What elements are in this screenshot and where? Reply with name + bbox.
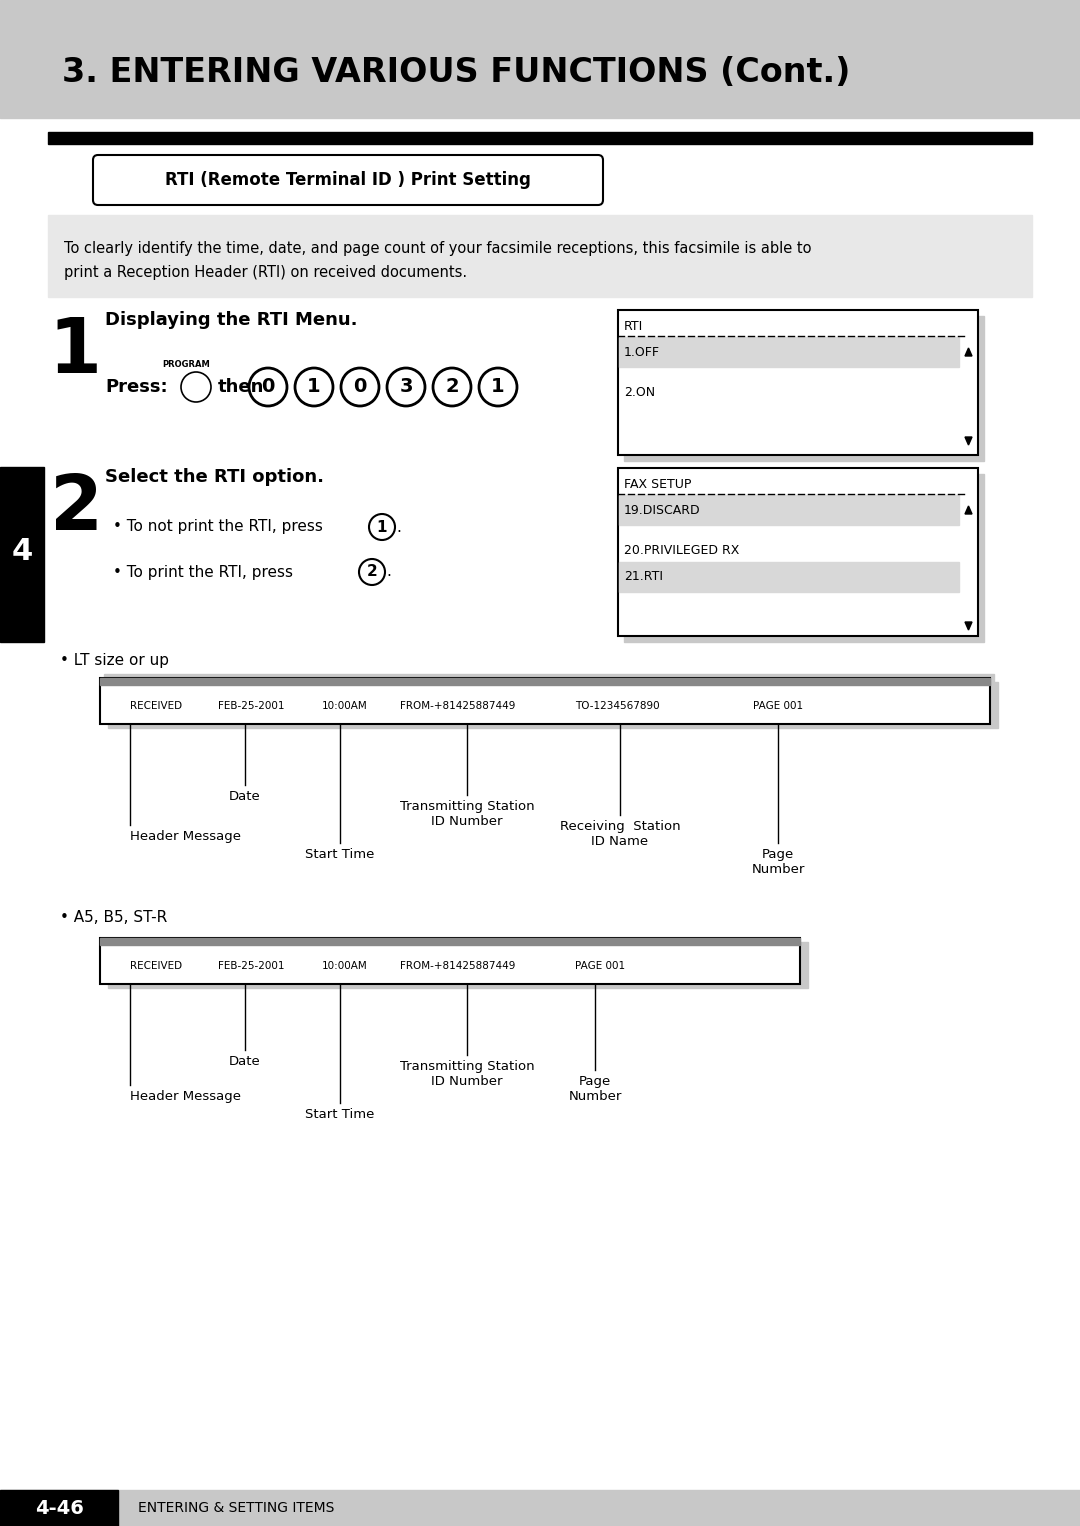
Text: Date: Date bbox=[229, 1054, 261, 1068]
Bar bbox=[624, 475, 984, 642]
Text: RECEIVED: RECEIVED bbox=[130, 700, 183, 711]
Bar bbox=[624, 316, 984, 461]
Bar bbox=[108, 942, 808, 987]
Text: PROGRAM: PROGRAM bbox=[162, 360, 210, 369]
Bar bbox=[48, 133, 1032, 143]
Bar bbox=[100, 938, 800, 984]
Text: 19.DISCARD: 19.DISCARD bbox=[624, 504, 701, 516]
Text: FAX SETUP: FAX SETUP bbox=[624, 478, 691, 490]
Text: To clearly identify the time, date, and page count of your facsimile receptions,: To clearly identify the time, date, and … bbox=[64, 241, 811, 255]
Bar bbox=[618, 468, 978, 636]
Text: Page
Number: Page Number bbox=[568, 1074, 622, 1103]
Text: Date: Date bbox=[229, 790, 261, 803]
Text: 3: 3 bbox=[400, 377, 413, 397]
Text: 1: 1 bbox=[377, 519, 388, 534]
Text: PAGE 001: PAGE 001 bbox=[575, 961, 625, 971]
Bar bbox=[0, 0, 1080, 118]
FancyBboxPatch shape bbox=[93, 156, 603, 204]
Text: print a Reception Header (RTI) on received documents.: print a Reception Header (RTI) on receiv… bbox=[64, 264, 468, 279]
Text: Header Message: Header Message bbox=[130, 830, 241, 842]
Text: then: then bbox=[218, 378, 265, 397]
Bar bbox=[0, 467, 44, 642]
Text: FROM-+81425887449: FROM-+81425887449 bbox=[400, 961, 515, 971]
Text: Start Time: Start Time bbox=[306, 848, 375, 861]
Text: • To print the RTI, press: • To print the RTI, press bbox=[113, 565, 293, 580]
Text: 0: 0 bbox=[353, 377, 367, 397]
Text: RTI: RTI bbox=[624, 319, 644, 333]
Polygon shape bbox=[966, 507, 972, 514]
Text: 20.PRIVILEGED RX: 20.PRIVILEGED RX bbox=[624, 543, 740, 557]
Bar bbox=[104, 674, 994, 682]
Text: 1.OFF: 1.OFF bbox=[624, 345, 660, 359]
Bar bbox=[0, 1489, 1080, 1526]
Text: Displaying the RTI Menu.: Displaying the RTI Menu. bbox=[105, 311, 357, 330]
Bar bbox=[619, 562, 959, 592]
Text: 1: 1 bbox=[48, 314, 102, 389]
Bar bbox=[48, 215, 1032, 298]
Polygon shape bbox=[966, 623, 972, 630]
Text: RECEIVED: RECEIVED bbox=[130, 961, 183, 971]
Text: Transmitting Station
ID Number: Transmitting Station ID Number bbox=[400, 800, 535, 829]
Text: Transmitting Station
ID Number: Transmitting Station ID Number bbox=[400, 1061, 535, 1088]
Text: Receiving  Station
ID Name: Receiving Station ID Name bbox=[559, 819, 680, 848]
Text: 1: 1 bbox=[491, 377, 504, 397]
Polygon shape bbox=[966, 436, 972, 446]
Bar bbox=[619, 494, 959, 525]
Text: FEB-25-2001: FEB-25-2001 bbox=[218, 961, 284, 971]
Text: Press:: Press: bbox=[105, 378, 167, 397]
Text: PAGE 001: PAGE 001 bbox=[753, 700, 804, 711]
Text: Select the RTI option.: Select the RTI option. bbox=[105, 468, 324, 485]
Bar bbox=[619, 337, 959, 366]
Text: 10:00AM: 10:00AM bbox=[322, 700, 368, 711]
Text: Start Time: Start Time bbox=[306, 1108, 375, 1122]
Text: • To not print the RTI, press: • To not print the RTI, press bbox=[113, 519, 323, 534]
Text: 4-46: 4-46 bbox=[35, 1499, 83, 1517]
Text: 2: 2 bbox=[50, 472, 103, 546]
Text: 4: 4 bbox=[12, 537, 32, 566]
Text: 21.RTI: 21.RTI bbox=[624, 571, 663, 583]
Text: • LT size or up: • LT size or up bbox=[60, 653, 168, 667]
Bar bbox=[100, 938, 800, 945]
Text: TO-1234567890: TO-1234567890 bbox=[575, 700, 660, 711]
Polygon shape bbox=[966, 348, 972, 356]
Text: FROM-+81425887449: FROM-+81425887449 bbox=[400, 700, 515, 711]
Bar bbox=[100, 678, 990, 685]
Text: 1: 1 bbox=[307, 377, 321, 397]
Bar bbox=[100, 678, 990, 723]
Text: • A5, B5, ST-R: • A5, B5, ST-R bbox=[60, 911, 167, 925]
Text: 3. ENTERING VARIOUS FUNCTIONS (Cont.): 3. ENTERING VARIOUS FUNCTIONS (Cont.) bbox=[62, 55, 850, 89]
Text: Page
Number: Page Number bbox=[752, 848, 805, 876]
Bar bbox=[0, 1489, 118, 1526]
Text: 0: 0 bbox=[261, 377, 274, 397]
Text: RTI (Remote Terminal ID ) Print Setting: RTI (Remote Terminal ID ) Print Setting bbox=[165, 171, 531, 189]
Bar bbox=[108, 682, 998, 728]
Text: .: . bbox=[396, 519, 401, 534]
Text: Header Message: Header Message bbox=[130, 1090, 241, 1103]
Text: 2: 2 bbox=[366, 565, 377, 580]
Text: FEB-25-2001: FEB-25-2001 bbox=[218, 700, 284, 711]
Text: 10:00AM: 10:00AM bbox=[322, 961, 368, 971]
Text: .: . bbox=[386, 565, 391, 580]
Bar bbox=[618, 310, 978, 455]
Text: 2.ON: 2.ON bbox=[624, 386, 656, 398]
Text: 2: 2 bbox=[445, 377, 459, 397]
Text: ENTERING & SETTING ITEMS: ENTERING & SETTING ITEMS bbox=[138, 1502, 335, 1515]
